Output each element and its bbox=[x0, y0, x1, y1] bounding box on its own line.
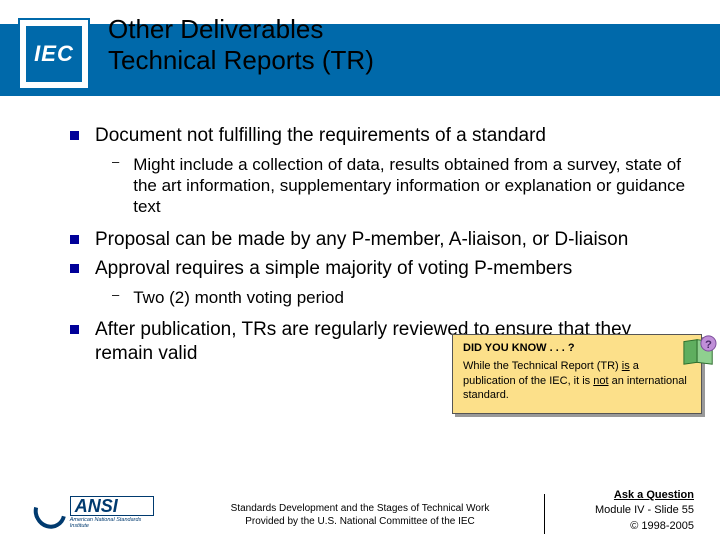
dash-bullet-icon: – bbox=[112, 287, 119, 303]
iec-logo-text: IEC bbox=[26, 26, 82, 82]
title-line1: Other Deliverables bbox=[108, 14, 374, 45]
bullet-text: Proposal can be made by any P-member, A-… bbox=[95, 228, 628, 252]
sub-bullet-text: Two (2) month voting period bbox=[133, 287, 344, 308]
callout-text: While the Technical Report (TR) bbox=[463, 360, 622, 372]
callout-underline: not bbox=[593, 375, 608, 387]
title-line2: Technical Reports (TR) bbox=[108, 45, 374, 76]
bullet-item: Approval requires a simple majority of v… bbox=[70, 257, 690, 281]
callout-body: While the Technical Report (TR) is a pub… bbox=[463, 359, 691, 402]
bullet-text: Approval requires a simple majority of v… bbox=[95, 257, 572, 281]
callout-underline: is bbox=[622, 360, 630, 372]
ansi-swoosh-icon bbox=[28, 489, 72, 534]
svg-text:?: ? bbox=[705, 339, 712, 351]
sub-bullet-text: Might include a collection of data, resu… bbox=[133, 154, 690, 218]
ansi-logo-text: ANSI bbox=[70, 496, 154, 516]
footer-center-text: Standards Development and the Stages of … bbox=[200, 502, 520, 528]
callout-title: DID YOU KNOW . . . ? bbox=[463, 341, 691, 355]
square-bullet-icon bbox=[70, 131, 79, 140]
footer-right: Ask a Question Module IV - Slide 55 © 19… bbox=[595, 488, 694, 534]
ansi-logo-subtext: American National Standards Institute bbox=[70, 517, 154, 529]
ask-question-link[interactable]: Ask a Question bbox=[595, 488, 694, 503]
square-bullet-icon bbox=[70, 325, 79, 334]
did-you-know-callout: DID YOU KNOW . . . ? While the Technical… bbox=[452, 334, 702, 414]
sub-bullet-item: – Two (2) month voting period bbox=[112, 287, 690, 308]
bullet-item: Proposal can be made by any P-member, A-… bbox=[70, 228, 690, 252]
footer-center-line2: Provided by the U.S. National Committee … bbox=[200, 515, 520, 528]
copyright-text: © 1998-2005 bbox=[595, 519, 694, 534]
square-bullet-icon bbox=[70, 264, 79, 273]
iec-logo: IEC bbox=[18, 18, 90, 90]
footer: ANSI American National Standards Institu… bbox=[0, 484, 720, 540]
dash-bullet-icon: – bbox=[112, 154, 119, 170]
square-bullet-icon bbox=[70, 235, 79, 244]
module-slide-number: Module IV - Slide 55 bbox=[595, 503, 694, 518]
bullet-item: Document not fulfilling the requirements… bbox=[70, 124, 690, 148]
footer-divider bbox=[544, 494, 545, 534]
ansi-logo: ANSI American National Standards Institu… bbox=[34, 494, 154, 530]
sub-bullet-item: – Might include a collection of data, re… bbox=[112, 154, 690, 218]
bullet-text: Document not fulfilling the requirements… bbox=[95, 124, 546, 148]
book-question-icon: ? bbox=[680, 334, 718, 368]
slide-title: Other Deliverables Technical Reports (TR… bbox=[108, 14, 374, 76]
footer-center-line1: Standards Development and the Stages of … bbox=[200, 502, 520, 515]
